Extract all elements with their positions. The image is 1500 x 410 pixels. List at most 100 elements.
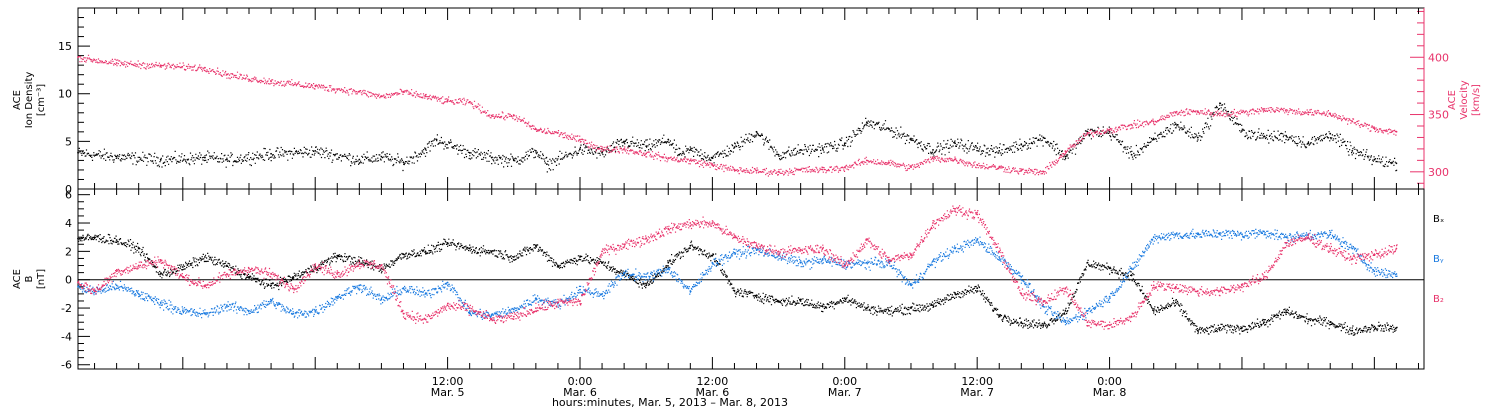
velocity-point [424, 95, 427, 98]
bz-series [77, 205, 1398, 330]
bx-point [115, 239, 118, 241]
by-point [336, 295, 339, 298]
by-point [468, 311, 471, 314]
bx-series [77, 233, 1398, 336]
by-point [314, 310, 317, 312]
by-point [976, 239, 979, 241]
bz-point [1219, 290, 1221, 292]
b-tick-label: 4 [65, 217, 72, 230]
by-series [77, 228, 1398, 326]
density-point [1174, 123, 1177, 126]
bz-point [535, 307, 537, 309]
x-tick-time-label: 12:00 [432, 375, 464, 388]
density-axis-ticks: 0 5 10 15 [58, 17, 90, 196]
density-tick-label: 5 [65, 135, 72, 148]
by-point [1020, 276, 1023, 278]
by-point [998, 256, 1001, 258]
density-point [733, 146, 736, 149]
by-point [579, 288, 581, 291]
bx-point [667, 261, 670, 264]
bx-point [1152, 310, 1155, 312]
bx-point [1285, 310, 1287, 312]
x-tick-date-label: Mar. 6 [696, 386, 730, 399]
bx-point [204, 256, 206, 258]
bz-point [1086, 321, 1089, 324]
bx-scatter [78, 233, 1398, 336]
density-point [932, 149, 934, 151]
density-point [1329, 132, 1332, 135]
density-point [998, 150, 1001, 152]
density-point [468, 151, 471, 154]
bz-point [314, 264, 317, 267]
velocity-point [821, 168, 824, 171]
x-axis-title: hours:minutes, Mar. 5, 2013 – Mar. 8, 20… [552, 396, 788, 409]
by-point [181, 310, 184, 312]
velocity-label-line2: Velocity [1459, 80, 1470, 119]
bx-point [976, 287, 979, 290]
bottom-panel-frame [77, 188, 1425, 370]
bottom-x-axis-ticks [94, 189, 1419, 369]
velocity-point [1152, 120, 1155, 123]
legend-bz: B₂ [1433, 294, 1444, 305]
bz-point [623, 243, 625, 246]
b-tick-label: 0 [65, 274, 72, 287]
by-point [843, 263, 846, 265]
density-point [1196, 136, 1199, 139]
density-point [1108, 130, 1111, 133]
bx-point [689, 244, 692, 247]
b-label-line1: ACE [12, 269, 23, 289]
velocity-tick-label: 350 [1428, 109, 1449, 122]
velocity-tick-label: 300 [1428, 166, 1449, 179]
x-tick-date-label: Mar. 7 [960, 386, 994, 399]
density-point [1351, 150, 1354, 152]
x-tick-time-label: 12:00 [961, 375, 993, 388]
density-tick-label: 0 [65, 183, 72, 196]
bz-point [1152, 284, 1155, 287]
bz-point [1395, 247, 1398, 250]
density-point [546, 163, 548, 166]
b-axis-label: ACE B [nT] [12, 269, 47, 289]
by-point [446, 281, 449, 284]
density-tick-label: 10 [58, 88, 72, 101]
density-axis-label: ACE Ion Density [cm⁻³] [12, 72, 47, 129]
density-point [1130, 153, 1133, 156]
density-point [821, 147, 824, 149]
b-tick-label: 6 [65, 189, 72, 202]
density-series [77, 102, 1398, 173]
by-point [380, 298, 383, 301]
bx-point [645, 284, 648, 287]
density-point [954, 142, 956, 145]
bx-point [314, 266, 317, 268]
density-point [204, 156, 206, 159]
b-tick-label: -4 [61, 330, 72, 343]
density-point [535, 150, 537, 152]
density-point [270, 152, 272, 155]
density-point [1285, 134, 1287, 137]
top-x-axis-ticks [94, 8, 1419, 189]
x-tick-date-label: Mar. 7 [828, 386, 862, 399]
by-point [623, 271, 625, 274]
density-point [402, 161, 405, 164]
legend-by: Bᵧ [1433, 254, 1444, 265]
x-tick-date-label: Mar. 5 [431, 386, 465, 399]
density-scatter [78, 102, 1398, 173]
bx-point [1373, 325, 1376, 328]
velocity-point [1263, 107, 1265, 110]
bx-point [1174, 301, 1177, 304]
bz-point [777, 250, 780, 253]
velocity-axis-ticks: 300 350 400 [1410, 8, 1449, 189]
by-point [1329, 233, 1332, 236]
x-tick-time-label: 0:00 [832, 375, 857, 388]
by-point [159, 301, 162, 304]
magnetic-field-panel: -6 -4 -2 0 2 4 6 ACE B [nT] Bₓ Bᵧ B₂ [12, 188, 1444, 372]
bx-point [821, 305, 824, 308]
bz-point [512, 315, 515, 318]
density-point [601, 151, 603, 154]
density-point [755, 130, 758, 133]
bz-point [888, 259, 890, 261]
bz-point [1307, 236, 1310, 239]
bz-point [77, 281, 79, 284]
velocity-point [446, 99, 449, 102]
